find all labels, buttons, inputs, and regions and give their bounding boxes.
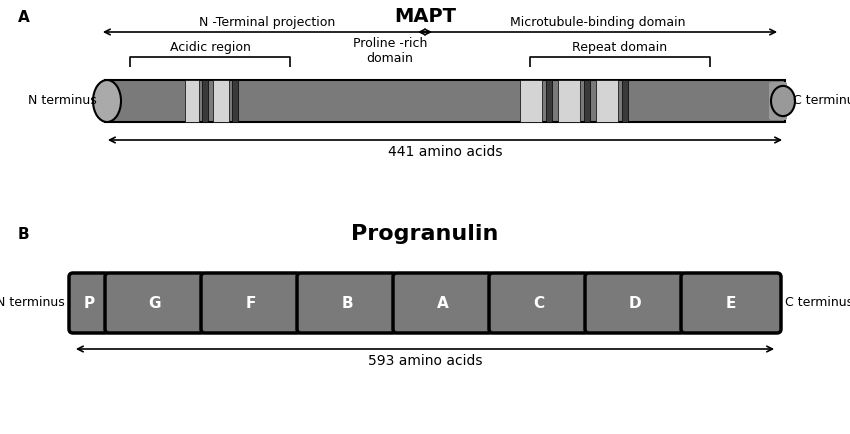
Bar <box>202 80 208 122</box>
Text: Acidic region: Acidic region <box>169 41 251 54</box>
Text: N terminus: N terminus <box>28 95 97 108</box>
Text: A: A <box>437 296 449 310</box>
Text: Repeat domain: Repeat domain <box>572 41 667 54</box>
FancyBboxPatch shape <box>69 273 109 333</box>
Text: Microtubule-binding domain: Microtubule-binding domain <box>510 16 685 29</box>
Text: N terminus: N terminus <box>0 296 65 309</box>
Text: D: D <box>629 296 641 310</box>
Text: 593 amino acids: 593 amino acids <box>368 354 482 368</box>
Bar <box>185 80 199 122</box>
Bar <box>520 80 542 122</box>
Bar <box>622 80 628 122</box>
Text: F: F <box>246 296 256 310</box>
Text: C: C <box>534 296 545 310</box>
Bar <box>596 80 618 122</box>
Text: P: P <box>83 296 94 310</box>
Text: C terminus: C terminus <box>793 95 850 108</box>
Text: 441 amino acids: 441 amino acids <box>388 145 502 159</box>
Text: N -Terminal projection: N -Terminal projection <box>200 16 336 29</box>
Bar <box>584 80 590 122</box>
Text: Progranulin: Progranulin <box>351 224 499 244</box>
Bar <box>558 80 580 122</box>
Text: C terminus: C terminus <box>785 296 850 309</box>
Text: MAPT: MAPT <box>394 7 456 26</box>
FancyBboxPatch shape <box>105 273 205 333</box>
Bar <box>232 80 238 122</box>
Ellipse shape <box>93 80 121 122</box>
Text: B: B <box>341 296 353 310</box>
Bar <box>546 80 552 122</box>
FancyBboxPatch shape <box>201 273 301 333</box>
Text: B: B <box>18 227 30 242</box>
FancyBboxPatch shape <box>393 273 493 333</box>
FancyBboxPatch shape <box>585 273 685 333</box>
Text: A: A <box>18 10 30 25</box>
Text: E: E <box>726 296 736 310</box>
FancyBboxPatch shape <box>489 273 589 333</box>
FancyBboxPatch shape <box>769 82 787 120</box>
FancyBboxPatch shape <box>681 273 781 333</box>
FancyBboxPatch shape <box>297 273 397 333</box>
Ellipse shape <box>771 86 795 116</box>
Text: G: G <box>149 296 162 310</box>
Bar <box>213 80 229 122</box>
Bar <box>105 80 785 122</box>
Text: Proline -rich
domain: Proline -rich domain <box>353 37 428 65</box>
